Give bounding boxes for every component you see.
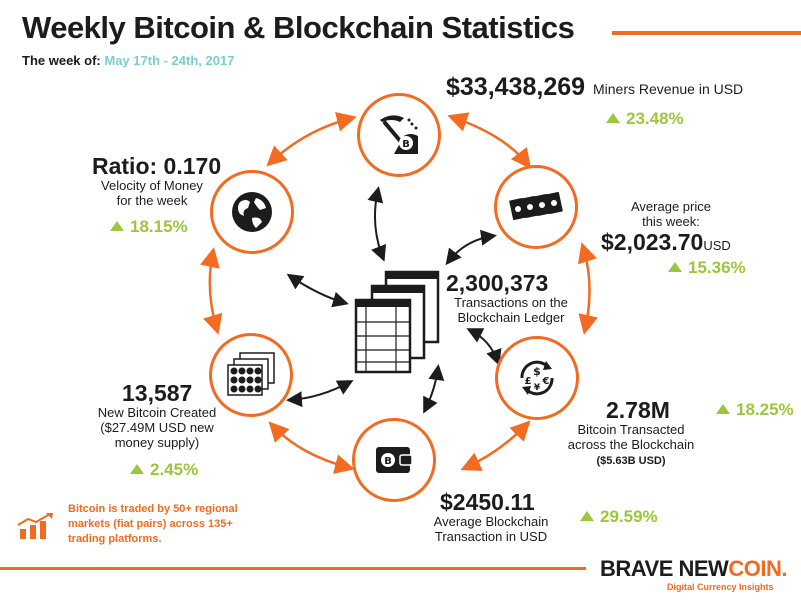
new-btc-change: 2.45% bbox=[130, 460, 198, 480]
transacted-change: 18.25% bbox=[716, 400, 794, 420]
miners-change: 23.48% bbox=[606, 109, 684, 129]
avg-tx-value: $2450.11 bbox=[440, 489, 535, 515]
transacted-value: 2.78M bbox=[606, 397, 670, 423]
ledger-pages-icon bbox=[354, 270, 440, 374]
svg-text:£: £ bbox=[525, 376, 532, 387]
svg-text:¥: ¥ bbox=[534, 383, 541, 393]
coin-stack-icon bbox=[227, 352, 275, 396]
price-circle bbox=[494, 165, 578, 249]
svg-text:€: € bbox=[542, 376, 550, 387]
velocity-circle bbox=[210, 170, 294, 254]
up-triangle-icon bbox=[716, 404, 730, 414]
new-btc-label: New Bitcoin Created ($27.49M USD new mon… bbox=[97, 405, 217, 450]
svg-text:B: B bbox=[402, 139, 410, 150]
bitcoin-wallet-icon: B bbox=[376, 447, 413, 473]
page-title: Weekly Bitcoin & Blockchain Statistics bbox=[22, 10, 575, 45]
miners-label: Miners Revenue in USD bbox=[593, 81, 744, 97]
price-value: $2,023.70USD bbox=[601, 229, 731, 255]
transacted-label: Bitcoin Transacted across the Blockchain… bbox=[567, 422, 695, 467]
avg-tx-circle: B bbox=[352, 418, 436, 502]
bar-chart-trend-icon bbox=[17, 513, 53, 539]
globe-icon bbox=[232, 192, 272, 232]
footer-rule bbox=[0, 567, 586, 570]
svg-text:$: $ bbox=[533, 365, 541, 378]
new-btc-circle bbox=[209, 333, 293, 417]
week-line: The week of: May 17th - 24th, 2017 bbox=[22, 53, 234, 68]
price-label: Average price this week: bbox=[631, 199, 711, 229]
transactions-value: 2,300,373 bbox=[446, 270, 549, 296]
markets-note: Bitcoin is traded by 50+ regional market… bbox=[68, 503, 238, 545]
pickaxe-bitcoin-icon: B bbox=[380, 115, 418, 154]
velocity-change: 18.15% bbox=[110, 217, 188, 237]
miners-value: $33,438,269 bbox=[446, 73, 586, 101]
banknotes-icon bbox=[509, 191, 563, 221]
avg-tx-change: 29.59% bbox=[580, 507, 658, 527]
brand-tagline: Digital Currency Insights bbox=[667, 582, 774, 592]
up-triangle-icon bbox=[130, 464, 144, 474]
week-dates: May 17th - 24th, 2017 bbox=[104, 53, 235, 68]
avg-tx-label: Average Blockchain Transaction in USD bbox=[433, 514, 549, 544]
up-triangle-icon bbox=[110, 221, 124, 231]
velocity-value: Ratio: 0.170 bbox=[92, 153, 222, 179]
velocity-label: Velocity of Money for the week bbox=[101, 178, 203, 208]
title-underline bbox=[612, 31, 801, 35]
svg-text:B: B bbox=[384, 456, 392, 467]
price-change: 15.36% bbox=[668, 258, 746, 278]
currency-exchange-icon: $ £ € ¥ bbox=[520, 360, 554, 396]
up-triangle-icon bbox=[580, 511, 594, 521]
transacted-circle: $ £ € ¥ bbox=[495, 336, 579, 420]
brand-logo: BRAVE NEWCOIN. bbox=[600, 556, 787, 581]
up-triangle-icon bbox=[668, 262, 682, 272]
week-label: The week of: bbox=[22, 53, 101, 68]
new-btc-value: 13,587 bbox=[122, 380, 193, 406]
up-triangle-icon bbox=[606, 113, 620, 123]
transactions-label: Transactions on the Blockchain Ledger bbox=[454, 295, 568, 325]
miners-circle: B bbox=[357, 93, 441, 177]
